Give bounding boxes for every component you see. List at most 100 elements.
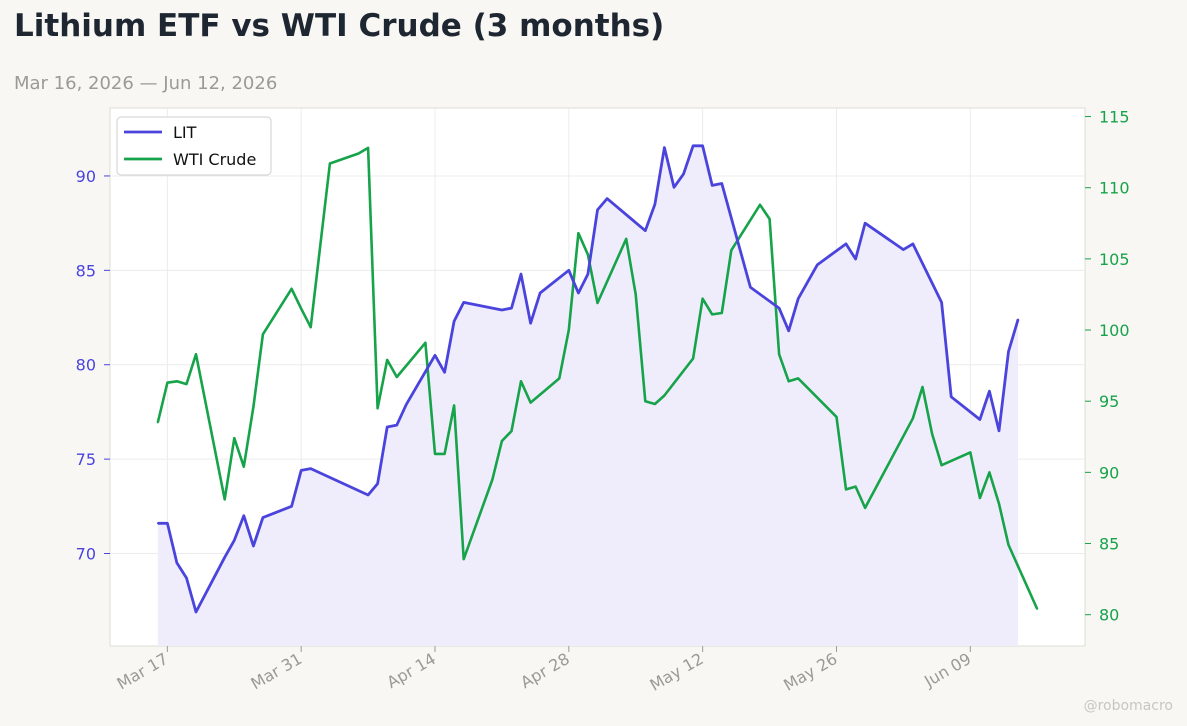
wti-crude-point	[921, 386, 924, 388]
lit-point	[185, 577, 188, 579]
lit-point	[443, 371, 446, 374]
lit-point	[1017, 318, 1019, 321]
wti-crude-point	[195, 353, 197, 356]
lit-point	[998, 429, 1000, 432]
y-left-tick-label: 70	[76, 545, 96, 564]
wti-crude-point	[300, 307, 303, 310]
wti-crude-point	[644, 400, 647, 403]
y-right-tick-label: 85	[1099, 535, 1119, 554]
lit-point	[787, 329, 790, 332]
wti-crude-point	[864, 507, 867, 509]
wti-crude-point	[395, 376, 398, 378]
lit-point	[395, 424, 398, 427]
lit-point	[300, 469, 303, 472]
y-left-tick-label: 80	[76, 356, 96, 375]
x-axis: Mar 17 Mar 31 Apr 14 Apr 28 May 12 May 26 Jun …	[114, 646, 974, 695]
lit-point	[491, 307, 494, 309]
wti-crude-point	[491, 478, 494, 481]
legend: LIT WTI Crude	[116, 116, 272, 176]
lit-point	[501, 309, 503, 311]
wti-crude-point	[176, 380, 178, 383]
lit-point	[673, 186, 675, 189]
lit-point	[405, 403, 408, 406]
legend-label: WTI Crude	[173, 150, 256, 169]
lit-point	[1007, 350, 1010, 353]
y-right-tick-label: 110	[1099, 179, 1130, 198]
wti-crude-point	[520, 380, 522, 383]
wti-crude-point	[663, 394, 666, 397]
wti-crude-point	[376, 407, 379, 410]
lit-point	[376, 482, 379, 485]
lit-point	[510, 307, 513, 309]
wti-crude-point	[634, 293, 637, 296]
wti-crude-point	[262, 333, 264, 336]
lit-point	[252, 545, 255, 547]
lit-point	[663, 146, 666, 149]
wti-crude-point	[156, 421, 159, 424]
wti-crude-point	[692, 357, 694, 360]
legend-label: LIT	[173, 123, 197, 142]
wti-crude-point	[453, 404, 456, 407]
lit-point	[854, 258, 857, 260]
lit-point	[520, 273, 522, 276]
y-axis-right: 80 85 90 95 100 105 110 115	[1085, 108, 1130, 625]
wti-crude-point	[357, 152, 360, 155]
lit-point	[682, 173, 685, 175]
lit-point	[156, 522, 159, 525]
data-points	[156, 144, 1039, 613]
lit-point	[587, 273, 589, 276]
lit-point	[242, 514, 245, 517]
lit-point	[176, 562, 178, 564]
x-tick-label: Mar 31	[247, 649, 305, 693]
lit-point	[606, 197, 608, 200]
lit-point	[462, 301, 465, 304]
wti-crude-point	[386, 359, 389, 361]
wti-crude-point	[797, 377, 800, 380]
lit-point	[166, 522, 169, 525]
lit-point	[434, 354, 436, 357]
y-right-tick-label: 90	[1099, 463, 1119, 482]
wti-crude-point	[367, 146, 369, 149]
wti-crude-point	[653, 403, 656, 405]
wti-crude-point	[1007, 544, 1010, 546]
wti-crude-point	[711, 313, 714, 316]
lit-point	[453, 320, 456, 323]
wti-crude-point	[328, 162, 331, 165]
lit-point	[816, 263, 819, 266]
wti-crude-point	[567, 329, 570, 331]
y-left-tick-label: 75	[76, 450, 96, 469]
wti-crude-point	[625, 238, 628, 240]
wti-crude-point	[720, 312, 723, 314]
x-tick-label: Apr 28	[517, 649, 573, 692]
lit-point	[692, 144, 694, 147]
lit-point	[653, 203, 656, 206]
wti-crude-point	[443, 452, 446, 455]
wti-crude-point	[988, 471, 991, 474]
wti-crude-point	[768, 218, 771, 220]
wti-crude-point	[587, 253, 589, 256]
chart-title: Lithium ETF vs WTI Crude (3 months)	[14, 8, 665, 44]
lit-point	[539, 292, 542, 294]
lit-point	[950, 395, 953, 398]
wti-crude-point	[242, 465, 245, 468]
watermark: @robomacro	[1083, 698, 1173, 714]
y-right-tick-label: 115	[1099, 108, 1130, 127]
lit-point	[988, 390, 991, 393]
wti-crude-point	[558, 377, 561, 380]
lit-point	[195, 611, 197, 613]
lit-point	[711, 184, 714, 187]
wti-crude-point	[845, 488, 847, 491]
wti-crude-point	[233, 437, 236, 440]
wti-crude-point	[252, 405, 255, 408]
wti-crude-point	[510, 430, 513, 432]
lit-point	[567, 269, 570, 272]
lit-point	[290, 505, 293, 508]
wti-crude-point	[501, 440, 503, 442]
lit-point	[749, 286, 752, 289]
lit-point	[978, 418, 981, 421]
x-tick-label: Jun 09	[920, 649, 974, 691]
wti-crude-point	[309, 326, 312, 329]
wti-crude-point	[835, 415, 838, 418]
lit-area-fill	[157, 145, 1019, 647]
